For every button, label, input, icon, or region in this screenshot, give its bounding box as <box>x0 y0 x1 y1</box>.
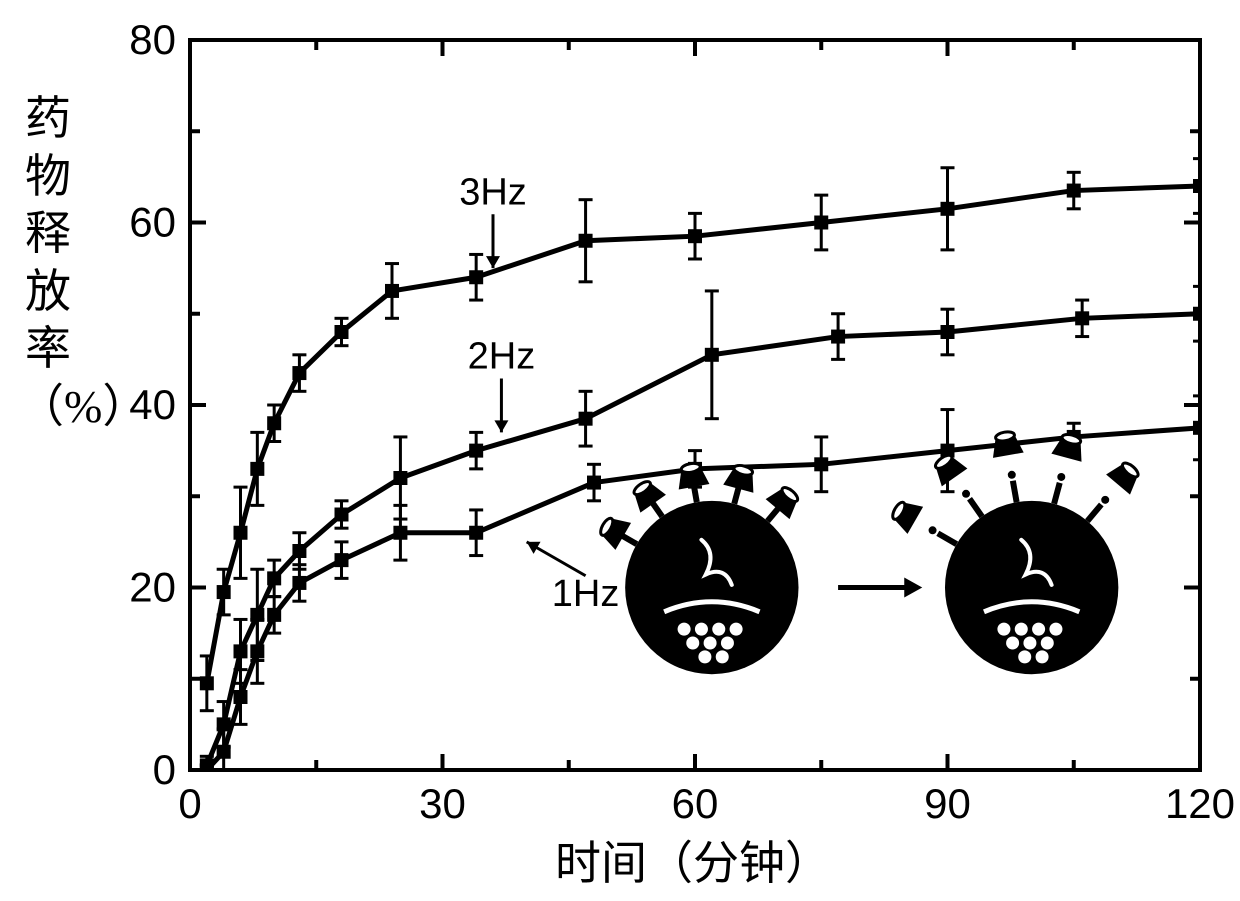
inset-diagram <box>595 429 1145 674</box>
chart-svg: 03060901200204060803Hz2Hz1Hz <box>0 0 1240 901</box>
x-tick-label: 0 <box>178 780 201 827</box>
y-tick-label: 80 <box>129 16 176 63</box>
y-axis-label-char: 药 <box>18 90 78 148</box>
y-axis-label-char: 物 <box>18 148 78 206</box>
y-axis-label-char: 放 <box>18 263 78 321</box>
x-tick-label: 60 <box>672 780 719 827</box>
x-tick-label: 120 <box>1165 780 1235 827</box>
y-axis-label-char: 率 <box>18 320 78 378</box>
y-tick-label: 60 <box>129 199 176 246</box>
series-annotation-2Hz: 2Hz <box>468 336 536 378</box>
x-axis-label-text: 时间（分钟） <box>555 827 831 893</box>
chart-container: 03060901200204060803Hz2Hz1Hz 药物释放率（%） 时间… <box>0 0 1240 901</box>
y-axis-label-char: 释 <box>18 205 78 263</box>
y-axis-label: 药物释放率（%） <box>18 90 78 435</box>
series-annotation-1Hz: 1Hz <box>552 573 620 615</box>
series-annotation-3Hz: 3Hz <box>459 171 527 213</box>
x-tick-label: 30 <box>419 780 466 827</box>
y-axis-label-char: （%） <box>18 378 78 436</box>
y-tick-label: 20 <box>129 564 176 611</box>
x-tick-label: 90 <box>924 780 971 827</box>
y-tick-label: 0 <box>153 746 176 793</box>
